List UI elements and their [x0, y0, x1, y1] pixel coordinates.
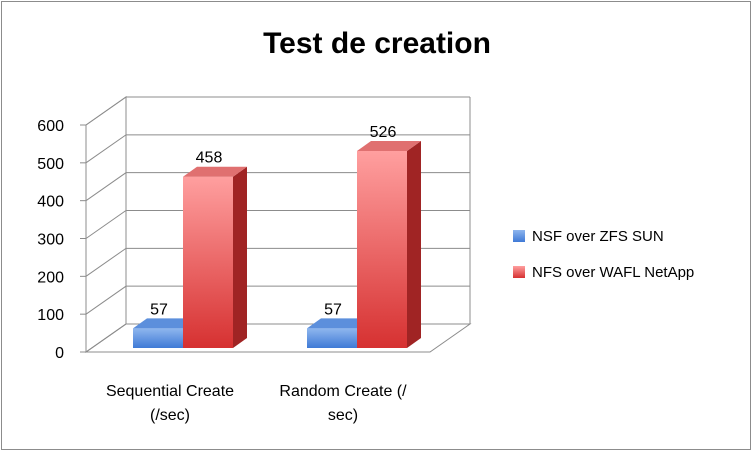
y-tick-label: 0 [55, 345, 64, 362]
y-tick-label: 300 [37, 232, 64, 249]
bar-front [133, 328, 183, 348]
category-label: Sequential Create [106, 383, 234, 400]
gridline [85, 285, 470, 315]
chart-title: Test de creation [263, 27, 491, 60]
y-tick-label: 200 [37, 269, 64, 286]
bar-side [233, 166, 247, 348]
y-tick-label: 100 [37, 307, 64, 324]
gridline [85, 134, 470, 164]
data-label: 526 [370, 124, 397, 141]
bar-front [307, 328, 357, 348]
bar-top [357, 140, 421, 151]
legend-label: NFS over WAFL NetApp [532, 264, 694, 281]
gridline [85, 172, 470, 202]
gridline [85, 247, 470, 277]
y-tick-label: 600 [37, 118, 64, 135]
bar-top [183, 166, 247, 177]
bar-front [357, 150, 407, 348]
gridline [85, 210, 470, 239]
data-label: 57 [324, 301, 342, 318]
category-label: sec) [328, 407, 358, 424]
legend-swatch [513, 230, 525, 242]
data-label: 57 [150, 301, 168, 318]
bar-top [307, 318, 371, 329]
gridline [85, 96, 470, 126]
category-label: (/sec) [150, 407, 190, 424]
y-axis-ticks: 0 100 200 300 400 500 600 [37, 118, 86, 362]
y-tick-label: 400 [37, 194, 64, 211]
legend-swatch [513, 266, 525, 278]
x-axis-categories: Sequential Create (/sec) Random Create (/ s… [106, 383, 407, 424]
bar-top [133, 318, 197, 329]
bars: 57 57 458 526 [133, 124, 421, 348]
data-label: 458 [196, 150, 223, 167]
legend-label: NSF over ZFS SUN [532, 228, 664, 245]
legend: NSF over ZFS SUN NFS over WAFL NetApp [513, 228, 694, 281]
bar-front [183, 176, 233, 348]
y-tick-label: 500 [37, 156, 64, 173]
bar-side [407, 140, 421, 348]
category-label: Random Create (/ [279, 383, 407, 400]
